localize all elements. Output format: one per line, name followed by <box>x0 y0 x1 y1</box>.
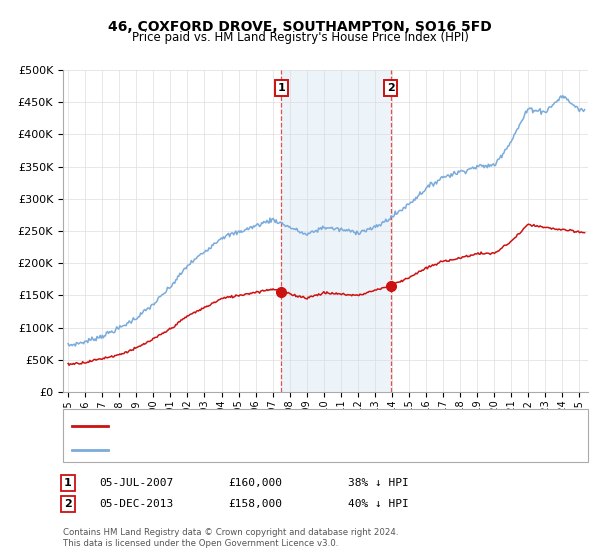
Text: Price paid vs. HM Land Registry's House Price Index (HPI): Price paid vs. HM Land Registry's House … <box>131 31 469 44</box>
Bar <box>281 70 391 392</box>
Text: 2: 2 <box>387 83 394 93</box>
Text: Contains HM Land Registry data © Crown copyright and database right 2024.: Contains HM Land Registry data © Crown c… <box>63 528 398 536</box>
Text: £158,000: £158,000 <box>228 499 282 509</box>
Text: 2: 2 <box>64 499 71 509</box>
Text: HPI: Average price, detached house, Southampton: HPI: Average price, detached house, Sout… <box>114 445 377 455</box>
Text: 46, COXFORD DROVE, SOUTHAMPTON, SO16 5FD (detached house): 46, COXFORD DROVE, SOUTHAMPTON, SO16 5FD… <box>114 421 466 431</box>
Text: £160,000: £160,000 <box>228 478 282 488</box>
Text: 38% ↓ HPI: 38% ↓ HPI <box>348 478 409 488</box>
Text: 46, COXFORD DROVE, SOUTHAMPTON, SO16 5FD: 46, COXFORD DROVE, SOUTHAMPTON, SO16 5FD <box>108 20 492 34</box>
Text: 05-JUL-2007: 05-JUL-2007 <box>99 478 173 488</box>
Text: 1: 1 <box>277 83 285 93</box>
Text: This data is licensed under the Open Government Licence v3.0.: This data is licensed under the Open Gov… <box>63 539 338 548</box>
Text: 05-DEC-2013: 05-DEC-2013 <box>99 499 173 509</box>
Text: 1: 1 <box>64 478 71 488</box>
Text: 40% ↓ HPI: 40% ↓ HPI <box>348 499 409 509</box>
